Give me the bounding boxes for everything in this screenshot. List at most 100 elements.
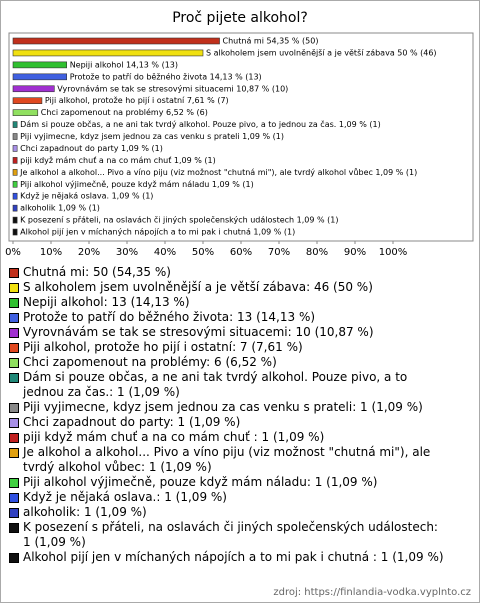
bar — [12, 216, 18, 224]
bar-label: Alkohol pijí jen v míchaných nápojích a … — [20, 228, 295, 237]
legend-marker — [9, 358, 19, 368]
legend-item: Protože to patří do běžného života: 13 (… — [9, 310, 449, 325]
legend-marker — [9, 403, 19, 413]
legend-item: K posezení s přáteli, na oslavách či jin… — [9, 520, 449, 550]
bar-label: Piji vyjimecne, kdyz jsem jednou za cas … — [20, 132, 284, 141]
legend-item: piji když mám chuť a na co mám chuť : 1 … — [9, 430, 449, 445]
bar-label: K posezení s přáteli, na oslavách či jin… — [20, 215, 338, 225]
legend-item: Vyrovnávám se tak se stresovými situacem… — [9, 325, 449, 340]
legend-marker — [9, 373, 19, 383]
legend-marker — [9, 508, 19, 518]
legend-label: Nepiji alkohol: 13 (14,13 %) — [23, 295, 190, 309]
legend-marker — [9, 433, 19, 443]
x-tick-label: 30% — [116, 247, 138, 258]
legend: Chutná mi: 50 (54,35 %) S alkoholem jsem … — [9, 265, 449, 565]
legend-label: K posezení s přáteli, na oslavách či jin… — [23, 520, 438, 549]
legend-item: Chci zapomenout na problémy: 6 (6,52 %) — [9, 355, 449, 370]
bar — [12, 85, 55, 93]
bar-label: Je alkohol a alkohol... Pivo a víno piju… — [19, 167, 417, 177]
source: zdroj: https://finlandia-vodka.vyplnto.c… — [273, 587, 471, 598]
x-tick-label: 10% — [40, 247, 62, 258]
legend-item: Dám si pouze občas, a ne ani tak tvrdý a… — [9, 370, 449, 400]
legend-label: Dám si pouze občas, a ne ani tak tvrdý a… — [23, 370, 408, 399]
bar-label: Nepiji alkohol 14,13 % (13) — [70, 60, 178, 69]
legend-marker — [9, 448, 19, 458]
x-tick-label: 80% — [306, 247, 328, 258]
bar — [12, 61, 67, 69]
legend-item: alkoholik: 1 (1,09 %) — [9, 505, 449, 520]
legend-label: Je alkohol a alkohol... Pivo a víno piju… — [23, 445, 431, 474]
x-tick-label: 0% — [5, 247, 21, 258]
legend-marker — [9, 313, 19, 323]
legend-label: piji když mám chuť a na co mám chuť : 1 … — [23, 430, 325, 444]
legend-marker — [9, 328, 19, 338]
bar-label: Když je nějaká oslava. 1,09 % (1) — [20, 192, 153, 201]
legend-label: Chci zapomenout na problémy: 6 (6,52 %) — [23, 355, 277, 369]
legend-item: Nepiji alkohol: 13 (14,13 %) — [9, 295, 449, 310]
chart: Proč pijete alkohol? 0% 10% 20% 30% 40% 50% 60… — [5, 10, 474, 258]
bar — [12, 169, 18, 176]
legend-label: Vyrovnávám se tak se stresovými situacem… — [23, 325, 374, 339]
bar — [12, 49, 204, 57]
legend-item: Piji alkohol, protože ho pijí i ostatní:… — [9, 340, 449, 355]
bar-label: Protože to patří do běžného života 14,13… — [70, 71, 262, 81]
bar — [12, 109, 39, 116]
legend-label: Když je nějaká oslava.: 1 (1,09 %) — [23, 490, 227, 504]
bar-label: Piji alkohol, protože ho pijí i ostatní … — [45, 96, 229, 105]
x-tick-label: 40% — [154, 247, 176, 258]
bar-label: Chutná mi 54,35 % (50) — [223, 37, 319, 46]
bar — [12, 73, 67, 81]
legend-label: Alkohol pijí jen v míchaných nápojích a … — [23, 550, 444, 564]
legend-item: S alkoholem jsem uvolněnější a je větší … — [9, 280, 449, 295]
bar-label: Chci zapomenout na problémy 6,52 % (6) — [41, 107, 208, 117]
legend-marker — [9, 343, 19, 353]
bar — [12, 192, 18, 200]
legend-marker — [9, 493, 19, 503]
legend-marker — [9, 523, 19, 533]
bar-label: S alkoholem jsem uvolněnější a je větší … — [206, 47, 437, 57]
legend-label: Piji alkohol výjimečně, pouze když mám n… — [23, 475, 378, 489]
legend-label: Piji alkohol, protože ho pijí i ostatní:… — [23, 340, 303, 354]
bar-label: piji když mám chuť a na co mám chuť 1,09… — [20, 156, 216, 165]
legend-marker — [9, 268, 19, 278]
legend-item: Chci zapadnout do party: 1 (1,09 %) — [9, 415, 449, 430]
x-tick-label: 60% — [230, 247, 252, 258]
legend-label: alkoholik: 1 (1,09 %) — [23, 505, 147, 519]
bar — [12, 204, 18, 212]
legend-label: Piji vyjimecne, kdyz jsem jednou za cas … — [23, 400, 423, 414]
bar-label: alkoholik 1,09 % (1) — [20, 204, 100, 213]
bar-label: Chci zapadnout do party 1,09 % (1) — [20, 144, 163, 153]
chart-title: Proč pijete alkohol? — [172, 10, 308, 26]
bar — [12, 97, 43, 104]
bar — [12, 37, 220, 45]
bar-label: Dám si pouze občas, a ne ani tak tvrdý a… — [20, 119, 381, 129]
legend-label: S alkoholem jsem uvolněnější a je větší … — [23, 280, 373, 294]
legend-marker — [9, 298, 19, 308]
legend-item: Chutná mi: 50 (54,35 %) — [9, 265, 449, 280]
x-tick-label: 50% — [192, 247, 214, 258]
bar — [12, 133, 18, 140]
bar — [12, 145, 18, 152]
bar-label: Piji alkohol výjimečně, pouze když mám n… — [20, 179, 254, 189]
legend-item: Piji alkohol výjimečně, pouze když mám n… — [9, 475, 449, 490]
bar — [12, 121, 18, 128]
legend-marker — [9, 418, 19, 428]
legend-marker — [9, 553, 19, 563]
legend-marker — [9, 283, 19, 293]
legend-item: Když je nějaká oslava.: 1 (1,09 %) — [9, 490, 449, 505]
x-tick-label: 20% — [78, 247, 100, 258]
x-tick-label: 100% — [379, 247, 408, 258]
bar — [12, 228, 18, 236]
bar — [12, 180, 18, 188]
legend-label: Protože to patří do běžného života: 13 (… — [23, 310, 316, 324]
x-tick-label: 90% — [344, 247, 366, 258]
legend-marker — [9, 478, 19, 488]
legend-item: Je alkohol a alkohol... Pivo a víno piju… — [9, 445, 449, 475]
legend-item: Piji vyjimecne, kdyz jsem jednou za cas … — [9, 400, 449, 415]
bar-label: Vyrovnávám se tak se stresovými situacem… — [57, 84, 288, 93]
legend-item: Alkohol pijí jen v míchaných nápojích a … — [9, 550, 449, 565]
legend-label: Chutná mi: 50 (54,35 %) — [23, 265, 171, 279]
x-tick-label: 70% — [268, 247, 290, 258]
bar — [12, 157, 18, 164]
